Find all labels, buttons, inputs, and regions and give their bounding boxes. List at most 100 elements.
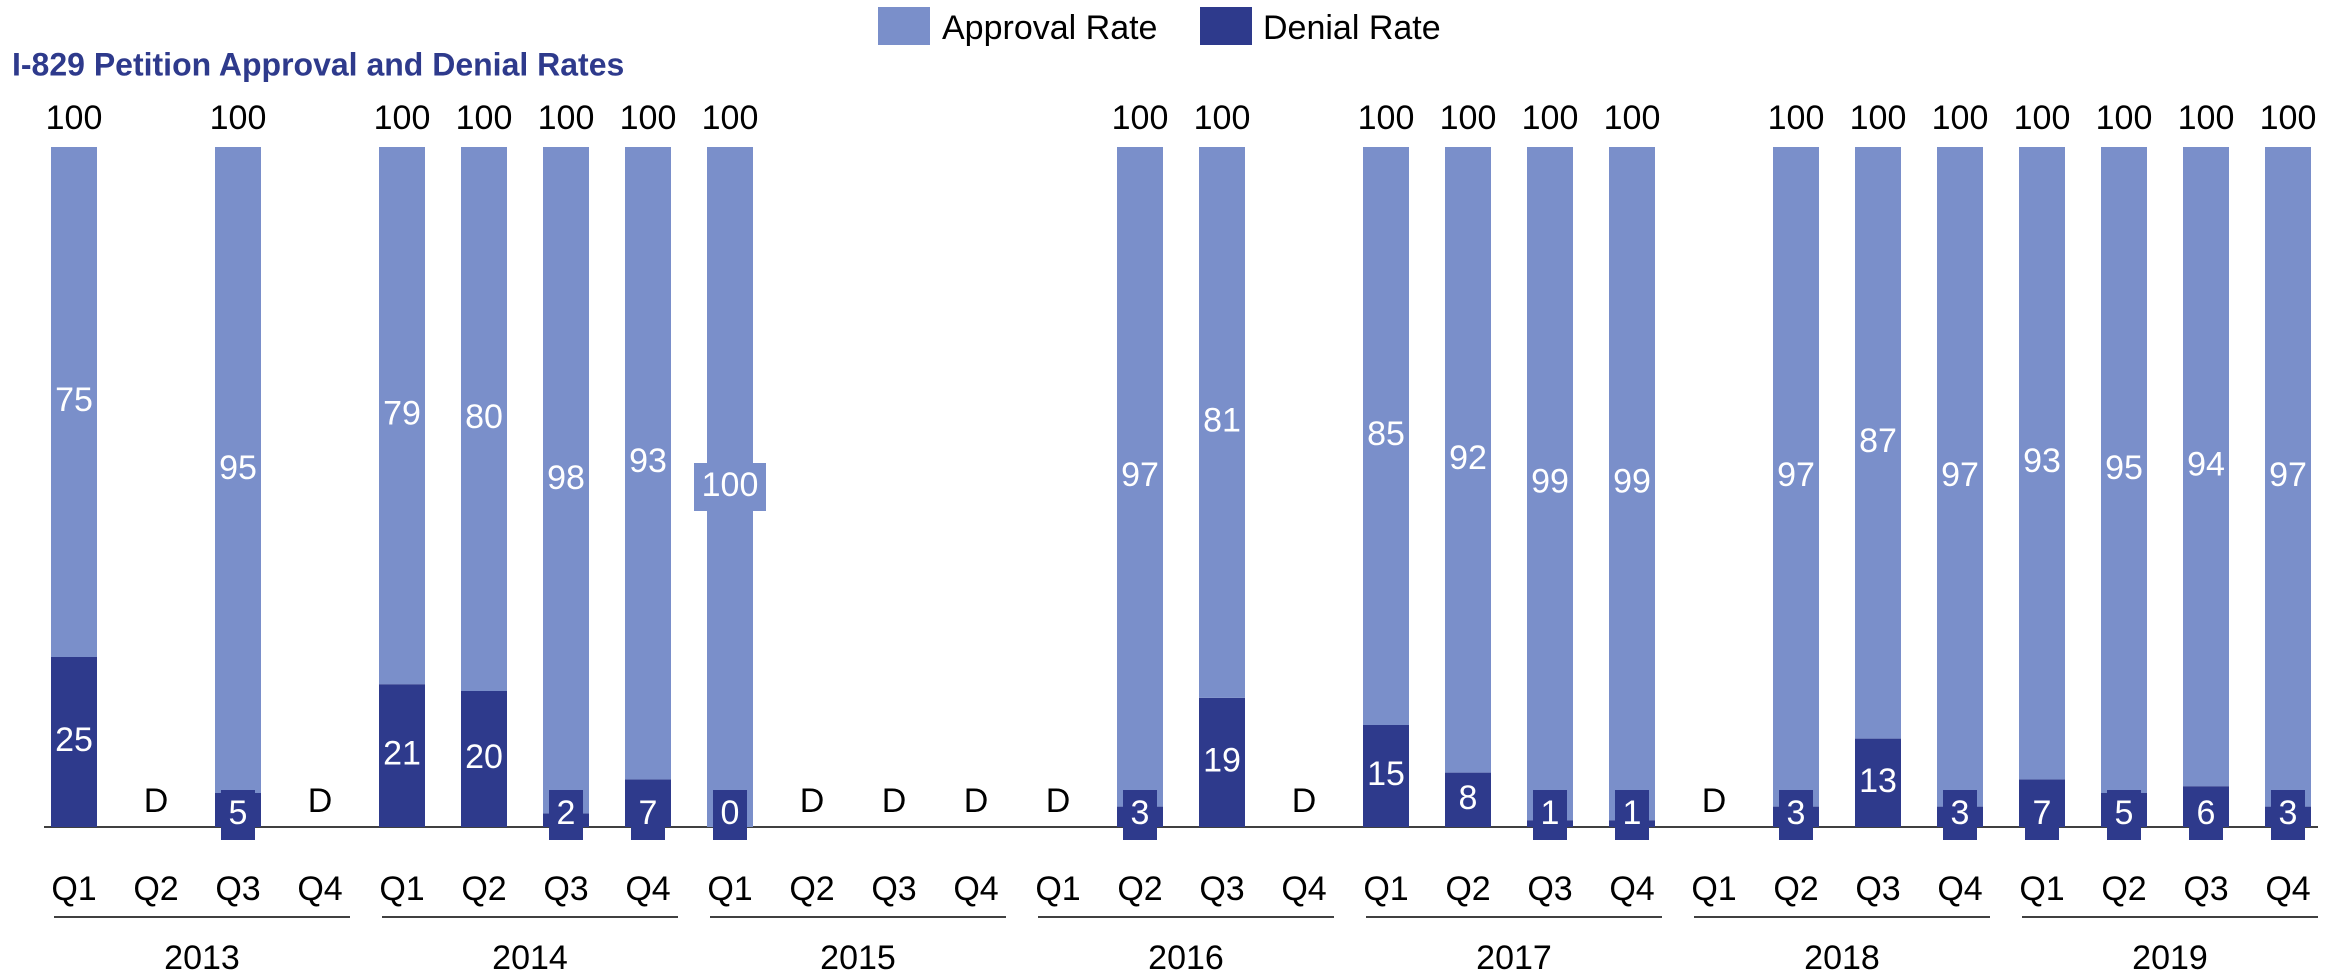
value-label: 99 <box>1613 463 1651 501</box>
bar-segment <box>1855 147 1901 739</box>
value-label: 97 <box>1777 456 1815 494</box>
x-tick-label: Q2 <box>2101 870 2146 908</box>
suppressed-label: D <box>800 782 825 820</box>
bar-segment <box>1117 147 1163 807</box>
value-label: 95 <box>219 449 257 487</box>
total-label: 100 <box>46 99 103 137</box>
total-label: 100 <box>210 99 267 137</box>
total-label: 100 <box>2260 99 2317 137</box>
x-tick-label: Q2 <box>1773 870 1818 908</box>
suppressed-label: D <box>144 782 169 820</box>
x-tick-label: Q3 <box>215 870 260 908</box>
value-label: 99 <box>1531 463 1569 501</box>
value-label: 5 <box>229 794 248 832</box>
value-label: 7 <box>2033 794 2052 832</box>
legend-swatch <box>878 7 930 45</box>
legend-swatch <box>1200 7 1252 45</box>
bar-segment <box>1445 147 1491 773</box>
x-tick-label: Q2 <box>461 870 506 908</box>
bar-segment <box>1363 147 1409 725</box>
bar-segment <box>2265 147 2311 807</box>
year-label: 2018 <box>1804 939 1880 977</box>
value-label: 0 <box>721 794 740 832</box>
value-label: 1 <box>1541 794 1560 832</box>
total-label: 100 <box>1440 99 1497 137</box>
label-box <box>1533 790 1567 840</box>
total-label: 100 <box>1932 99 1989 137</box>
value-label: 100 <box>702 466 759 504</box>
value-label: 3 <box>2279 794 2298 832</box>
bar-segment <box>543 147 589 814</box>
suppressed-label: D <box>1702 782 1727 820</box>
x-tick-label: Q4 <box>297 870 342 908</box>
x-tick-label: Q3 <box>871 870 916 908</box>
year-label: 2013 <box>164 939 240 977</box>
x-tick-label: Q1 <box>1363 870 1408 908</box>
x-tick-label: Q1 <box>51 870 96 908</box>
total-label: 100 <box>1850 99 1907 137</box>
total-label: 100 <box>1522 99 1579 137</box>
total-label: 100 <box>1194 99 1251 137</box>
value-label: 8 <box>1459 779 1478 817</box>
bar-segment <box>2183 147 2229 787</box>
value-label: 6 <box>2197 794 2216 832</box>
suppressed-label: D <box>308 782 333 820</box>
x-tick-label: Q4 <box>1281 870 1326 908</box>
bar-segment <box>1937 147 1983 807</box>
total-label: 100 <box>456 99 513 137</box>
x-tick-label: Q4 <box>1609 870 1654 908</box>
label-box <box>221 790 255 840</box>
total-label: 100 <box>1358 99 1415 137</box>
total-label: 100 <box>374 99 431 137</box>
label-box <box>1123 790 1157 840</box>
bar-segment <box>1445 772 1491 827</box>
bar-segment <box>2019 147 2065 780</box>
x-tick-label: Q1 <box>1035 870 1080 908</box>
year-label: 2014 <box>492 939 568 977</box>
label-box <box>1943 790 1977 840</box>
value-label: 97 <box>2269 456 2307 494</box>
label-box <box>2271 790 2305 840</box>
bar-segment <box>461 147 507 691</box>
year-label: 2016 <box>1148 939 1224 977</box>
year-label: 2017 <box>1476 939 1552 977</box>
label-box <box>549 790 583 840</box>
label-box <box>713 790 747 840</box>
value-label: 92 <box>1449 439 1487 477</box>
suppressed-label: D <box>964 782 989 820</box>
label-box <box>2025 790 2059 840</box>
value-label: 25 <box>55 721 93 759</box>
value-label: 3 <box>1131 794 1150 832</box>
suppressed-label: D <box>1046 782 1071 820</box>
total-label: 100 <box>2178 99 2235 137</box>
value-label: 80 <box>465 398 503 436</box>
label-box <box>1615 790 1649 840</box>
label-box <box>2189 790 2223 840</box>
x-tick-label: Q3 <box>1199 870 1244 908</box>
total-label: 100 <box>620 99 677 137</box>
label-box <box>631 790 665 840</box>
value-label: 3 <box>1951 794 1970 832</box>
x-tick-label: Q1 <box>379 870 424 908</box>
bar-segment <box>1855 738 1901 827</box>
value-label: 21 <box>383 735 421 773</box>
value-label: 1 <box>1623 794 1642 832</box>
x-tick-label: Q2 <box>1117 870 1162 908</box>
bar-segment <box>51 657 97 827</box>
x-tick-label: Q1 <box>707 870 752 908</box>
value-label: 5 <box>2115 794 2134 832</box>
x-tick-label: Q3 <box>1855 870 1900 908</box>
label-box <box>694 463 766 511</box>
legend-label: Denial Rate <box>1263 9 1441 47</box>
bar-segment <box>379 684 425 827</box>
year-label: 2019 <box>2132 939 2208 977</box>
value-label: 93 <box>629 442 667 480</box>
total-label: 100 <box>2014 99 2071 137</box>
value-label: 81 <box>1203 401 1241 439</box>
value-label: 19 <box>1203 741 1241 779</box>
value-label: 97 <box>1121 456 1159 494</box>
total-label: 100 <box>538 99 595 137</box>
value-label: 7 <box>639 794 658 832</box>
value-label: 97 <box>1941 456 1979 494</box>
